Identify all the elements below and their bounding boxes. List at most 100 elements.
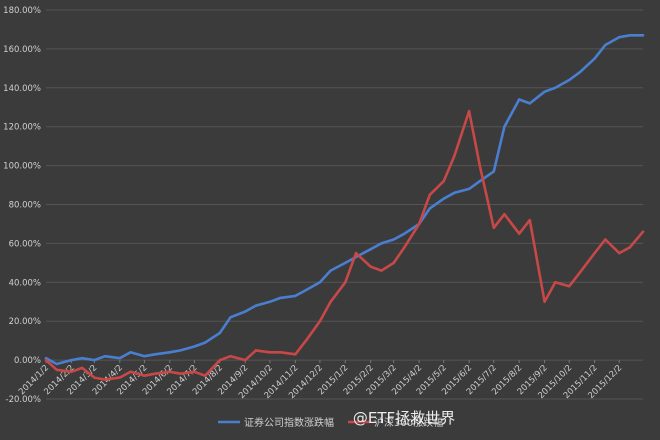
series-2-point (203, 374, 207, 377)
series-1-point (93, 358, 96, 362)
series-2-point (318, 320, 322, 323)
series-2-point (593, 251, 596, 255)
series-1-point (168, 351, 172, 354)
series-1-point (593, 57, 596, 60)
series-1-point (55, 362, 58, 366)
series-line-2 (44, 109, 645, 381)
series-1-point (153, 353, 157, 356)
series-2-point (70, 370, 73, 373)
series-1-point (369, 248, 372, 251)
series-1-point (344, 261, 347, 265)
series-2-point (392, 261, 395, 265)
series-2-point (329, 300, 332, 303)
series-1-point (628, 34, 632, 37)
series-2-point (80, 366, 84, 370)
series-2-point (492, 226, 495, 230)
y-tick-label: 120.00% (3, 123, 41, 133)
series-1-point (503, 125, 506, 128)
series-1-point (554, 86, 557, 90)
series-2-point (153, 372, 157, 375)
series-1-point (478, 179, 482, 183)
y-tick-label: 140.00% (3, 84, 41, 94)
series-2-point (528, 218, 532, 222)
y-tick-label: 180.00% (3, 6, 41, 16)
series-1-point (578, 71, 582, 74)
y-tick-label: -20.00% (6, 395, 41, 405)
series-1-point (528, 102, 532, 105)
series-2-point (517, 232, 521, 235)
series-1-point (193, 345, 196, 348)
series-1-point (218, 331, 222, 335)
series-2-point (467, 109, 471, 113)
series-1-point (254, 304, 258, 307)
series-1-point (103, 355, 107, 358)
series-2-point (442, 179, 445, 183)
series-2-point (417, 222, 421, 226)
series-2-point (369, 265, 372, 268)
series-1-point (80, 356, 84, 360)
y-tick-label: 160.00% (3, 45, 41, 55)
series-2-point (44, 358, 48, 362)
gridlines (46, 9, 643, 400)
series-1-point (244, 310, 247, 313)
series-2-point (641, 230, 645, 233)
y-tick-label: 0.00% (14, 356, 41, 366)
series-2-point (193, 370, 196, 373)
series-2-point (168, 370, 172, 373)
series-2-point (294, 353, 297, 356)
series-2-point (268, 351, 272, 354)
series-2-point (304, 339, 308, 342)
series-2-point (478, 164, 482, 167)
series-2-point (55, 368, 58, 372)
series-1-point (294, 294, 297, 298)
y-tick-label: 60.00% (9, 239, 41, 249)
series-2-point (244, 358, 247, 362)
series-2-point (118, 376, 122, 379)
y-tick-label: 80.00% (9, 201, 41, 211)
series-1-point (70, 358, 73, 362)
series-2-point (567, 284, 571, 288)
series-1-point (467, 187, 471, 191)
series-1-point (517, 98, 521, 101)
series-2-point (229, 355, 232, 358)
y-axis-tick-labels: -20.00% 0.00% 20.00% 40.00% 60.00% 80.00% 100.… (3, 6, 41, 405)
series-2-point (453, 154, 456, 158)
series-lines (44, 33, 645, 381)
series-1-point (428, 207, 431, 210)
series-1-point (143, 355, 146, 358)
series-2-point (103, 378, 107, 381)
series-1-point (318, 281, 322, 284)
series-1-point (129, 351, 132, 354)
series-1-point (392, 238, 395, 241)
series-line-1 (44, 33, 645, 366)
series-1-point (543, 90, 546, 93)
series-1-point (442, 197, 445, 200)
series-2-point (354, 251, 358, 255)
series-2-point (93, 376, 96, 379)
series-1-point (567, 78, 571, 82)
series-2-point (179, 372, 182, 375)
series-2-point (618, 251, 621, 255)
series-2-point (279, 351, 282, 354)
series-1-point (380, 242, 383, 245)
watermark-text: @ETF拯救世界 (353, 409, 455, 427)
series-2-point (503, 213, 506, 216)
series-1-point (618, 36, 621, 39)
y-tick-label: 100.00% (3, 162, 41, 172)
series-1-point (604, 43, 607, 47)
series-1-point (179, 349, 182, 352)
series-1-point (304, 288, 308, 292)
series-2-point (543, 300, 546, 303)
series-1-point (279, 296, 282, 300)
series-2-point (604, 238, 607, 241)
series-1-point (453, 191, 456, 195)
series-1-point (44, 356, 48, 360)
legend: 证券公司指数涨跌幅 沪深300涨跌幅 (218, 416, 443, 429)
series-2-point (403, 246, 406, 249)
series-2-point (254, 349, 258, 352)
series-2-point (344, 281, 347, 284)
series-1-point (118, 356, 122, 360)
series-2-point (218, 358, 222, 362)
